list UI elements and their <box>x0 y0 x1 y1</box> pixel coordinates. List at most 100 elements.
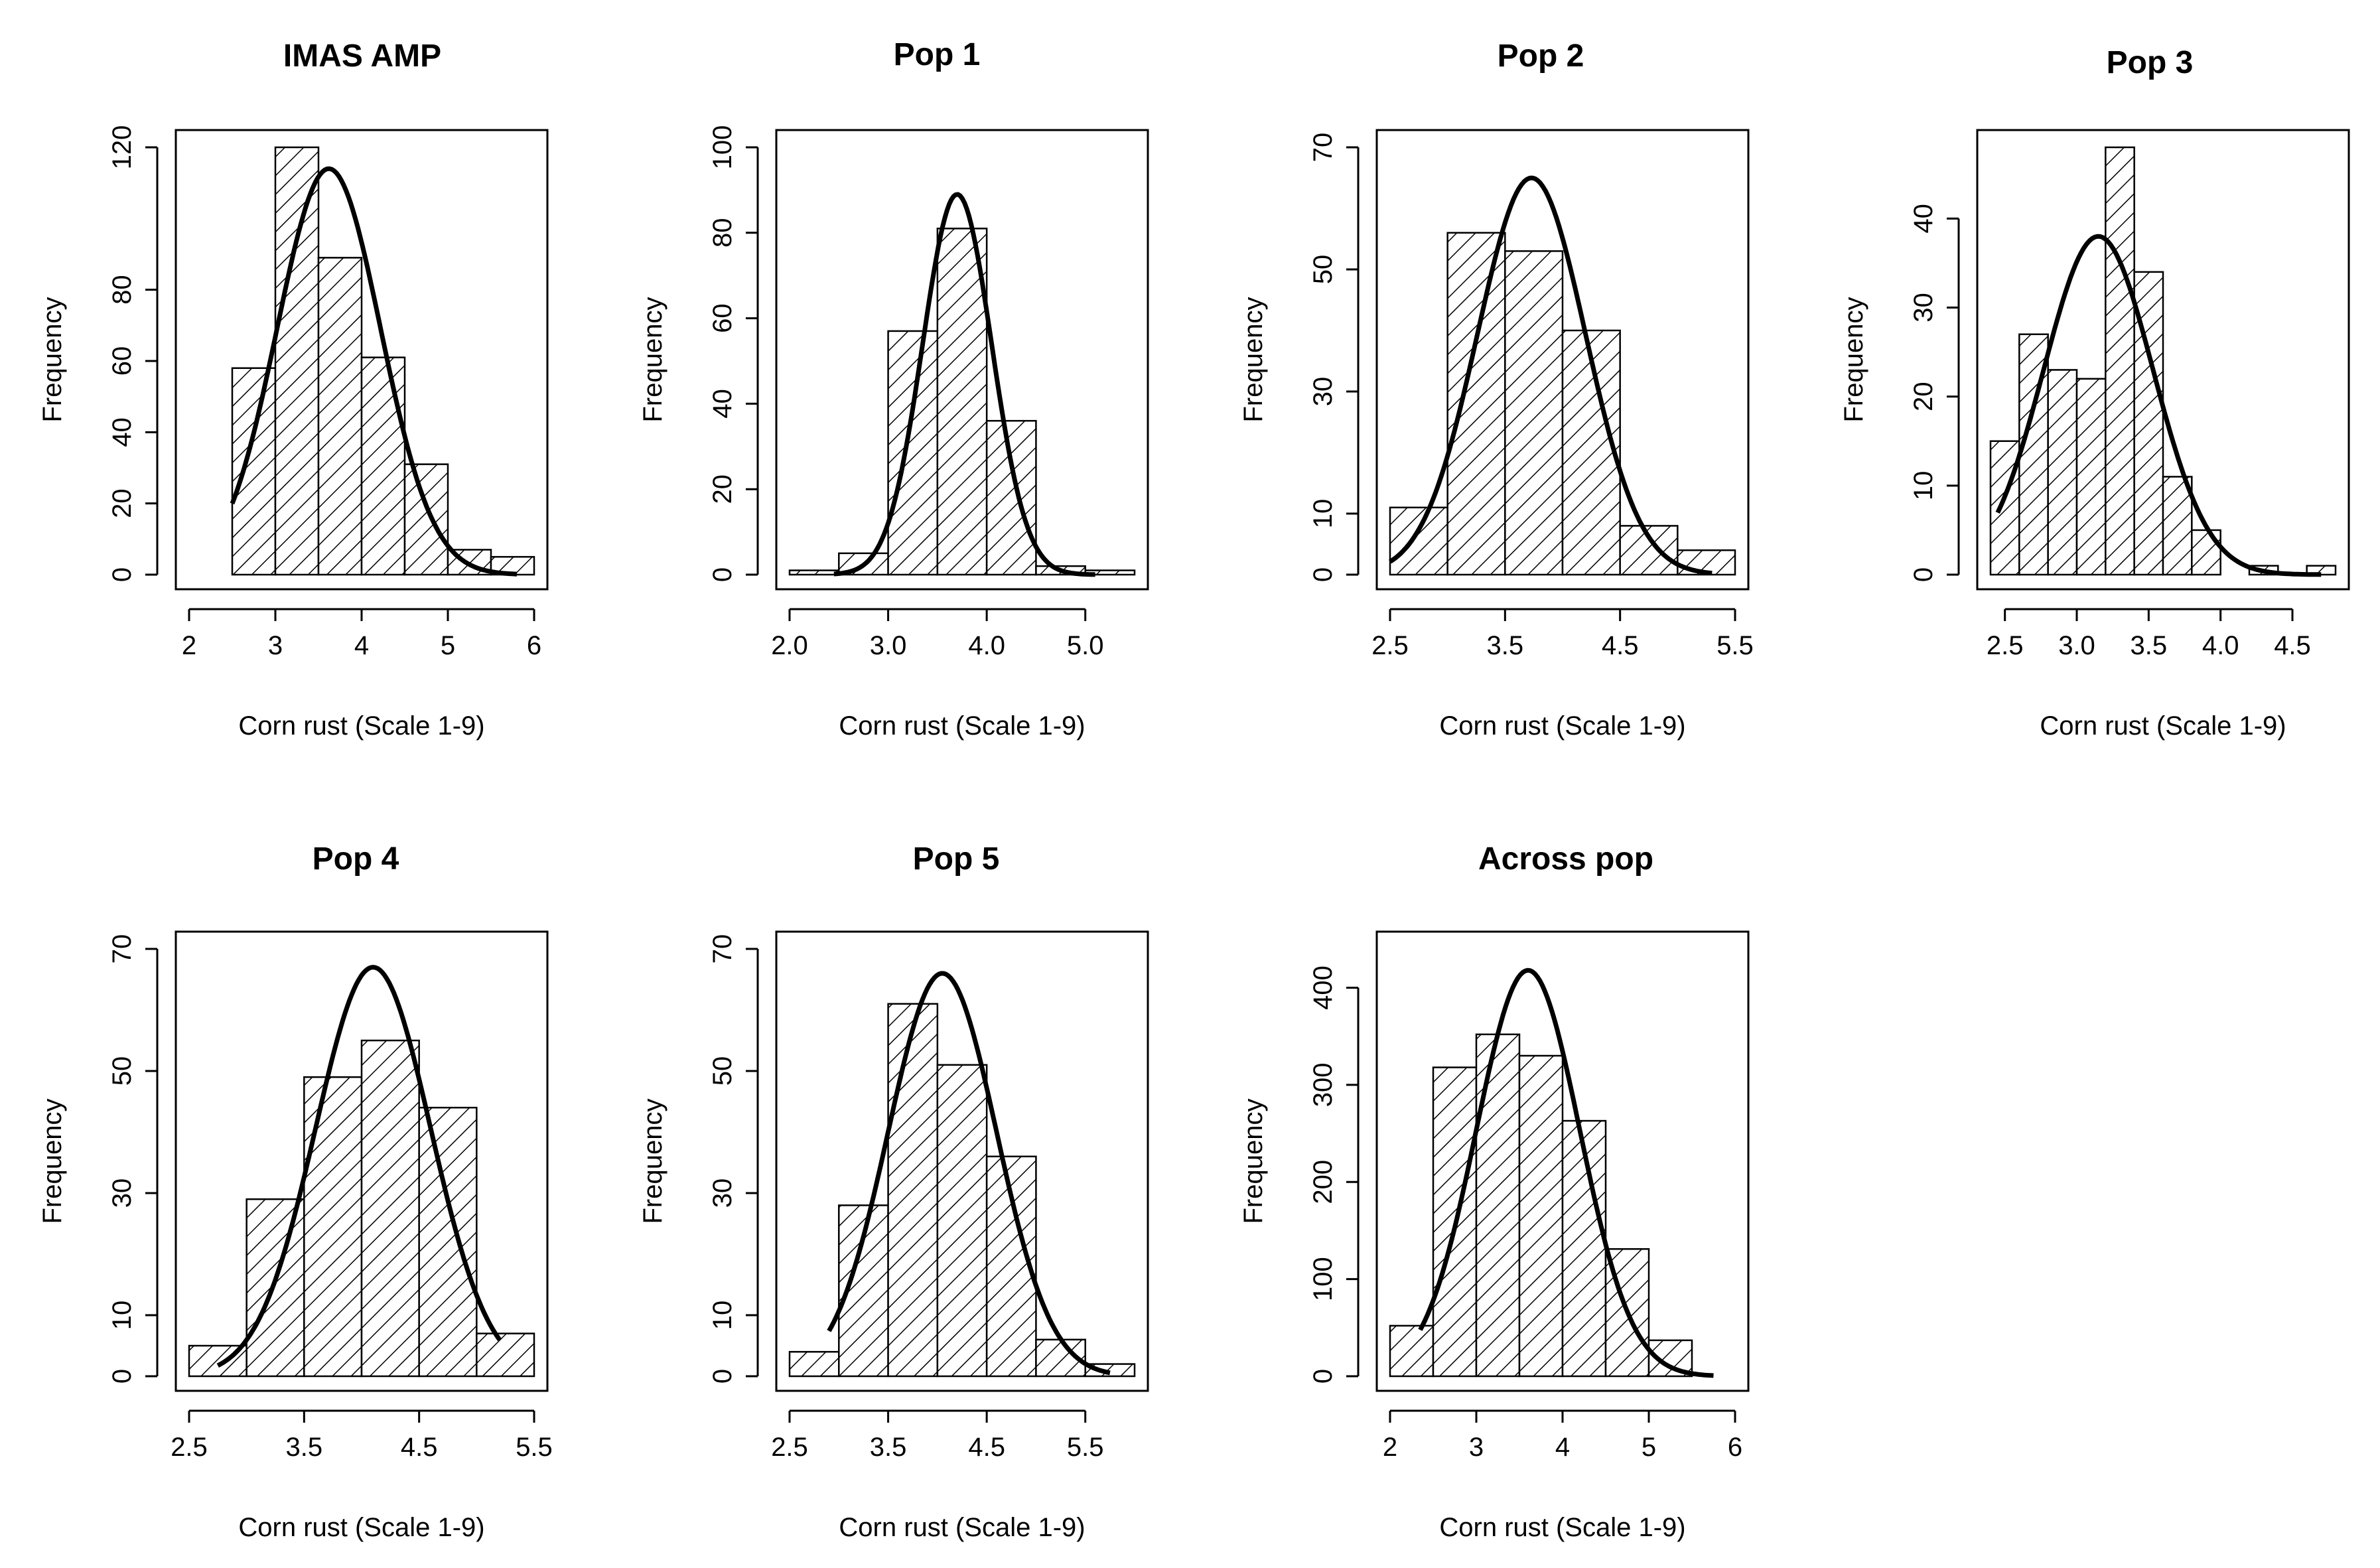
x-axis-label: Corn rust (Scale 1-9) <box>839 1513 1085 1542</box>
x-axis-label: Corn rust (Scale 1-9) <box>238 711 484 741</box>
x-axis-label: Corn rust (Scale 1-9) <box>2040 711 2286 741</box>
bar-group <box>1389 232 1736 576</box>
chart-title: Pop 4 <box>313 841 399 877</box>
y-tick-label: 20 <box>107 488 137 518</box>
y-tick-label: 0 <box>1308 1369 1338 1384</box>
normal-curve <box>1389 175 1713 576</box>
y-tick-label: 0 <box>708 567 737 582</box>
chart-title: Across pop <box>1478 841 1653 877</box>
x-tick-label: 4.0 <box>2202 631 2239 660</box>
normal-curve <box>216 965 502 1368</box>
x-tick-label: 4.5 <box>2274 631 2311 660</box>
y-tick-label: 200 <box>1308 1160 1338 1204</box>
plot-frame <box>175 129 549 591</box>
y-tick-label: 100 <box>1308 1257 1338 1301</box>
plot-frame <box>1375 129 1750 591</box>
y-tick-label: 0 <box>1909 567 1938 582</box>
x-axis: 2.5 3.0 3.5 4.0 4.5 <box>1987 608 2311 660</box>
x-axis-label: Corn rust (Scale 1-9) <box>839 711 1085 741</box>
y-tick-label: 10 <box>107 1301 137 1330</box>
x-tick-label: 3.5 <box>2131 631 2168 660</box>
y-axis-label: Frequency <box>38 1099 67 1224</box>
y-tick-label: 40 <box>1909 204 1938 234</box>
histogram-bar <box>2191 529 2221 576</box>
y-tick-label: 30 <box>1909 293 1938 322</box>
x-tick-label: 4.5 <box>401 1433 438 1462</box>
x-tick-label: 3.5 <box>870 1433 907 1462</box>
y-tick-label: 50 <box>708 1056 737 1086</box>
panel-imas-amp: IMAS AMP 2 3 4 5 6 0 20 40 60 80 120 Corn rust (S… <box>38 38 549 741</box>
y-axis: 0 10 30 50 70 <box>708 934 759 1384</box>
y-axis: 0 100 200 300 400 <box>1308 965 1360 1384</box>
y-tick-label: 30 <box>107 1178 137 1208</box>
plot-frame <box>1375 930 1750 1392</box>
bar-group <box>1989 146 2337 576</box>
x-axis-label: Corn rust (Scale 1-9) <box>238 1513 484 1542</box>
x-tick-label: 5 <box>441 631 455 660</box>
x-axis: 2 3 4 5 6 <box>182 608 541 660</box>
histogram-bar <box>418 1106 478 1378</box>
histogram-bar <box>2047 369 2078 576</box>
y-axis: 0 20 40 60 80 100 <box>708 125 759 582</box>
y-tick-label: 300 <box>1308 1063 1338 1107</box>
normal-curve <box>827 971 1111 1376</box>
y-tick-label: 20 <box>708 474 737 504</box>
normal-curve <box>1418 967 1714 1378</box>
y-tick-label: 80 <box>107 275 137 305</box>
y-axis-label: Frequency <box>38 297 67 423</box>
histogram-bar <box>303 1076 363 1378</box>
bar-group <box>231 146 535 576</box>
histogram-bar <box>1446 232 1506 576</box>
y-axis: 0 10 30 50 70 <box>107 934 159 1384</box>
plot-frame <box>175 930 549 1392</box>
y-tick-label: 30 <box>708 1178 737 1208</box>
histogram-bar <box>1084 1363 1136 1378</box>
x-axis: 2 3 4 5 6 <box>1383 1409 1742 1462</box>
histogram-bar <box>1389 506 1448 576</box>
panel-pop-1: Pop 1 2.0 3.0 4.0 5.0 0 20 40 60 80 100 Corn rus… <box>638 37 1149 741</box>
x-axis: 2.5 3.5 4.5 5.5 <box>1371 608 1754 660</box>
histogram-bar <box>788 569 840 576</box>
y-tick-label: 50 <box>1308 255 1338 285</box>
y-tick-label: 70 <box>708 934 737 964</box>
panel-across-pop: Across pop 2 3 4 5 6 0 100 200 300 400 Corn rust… <box>1239 841 1750 1542</box>
x-tick-label: 5.0 <box>1067 631 1104 660</box>
y-tick-label: 10 <box>1909 471 1938 501</box>
x-tick-label: 3.5 <box>286 1433 323 1462</box>
panel-pop-3: Pop 3 2.5 3.0 3.5 4.0 4.5 0 10 20 30 40 Corn rus… <box>1839 45 2350 741</box>
y-tick-label: 40 <box>107 417 137 447</box>
histogram-bar <box>1389 1324 1435 1378</box>
y-axis-label: Frequency <box>638 297 667 423</box>
y-tick-label: 0 <box>107 567 137 582</box>
x-axis: 2.0 3.0 4.0 5.0 <box>771 608 1104 660</box>
y-axis-label: Frequency <box>638 1099 667 1224</box>
x-tick-label: 4.5 <box>1602 631 1639 660</box>
histogram-bar <box>1475 1033 1521 1378</box>
chart-title: IMAS AMP <box>283 38 441 74</box>
histogram-bar <box>2162 476 2193 576</box>
histogram-bar <box>1561 329 1621 576</box>
x-tick-label: 4 <box>354 631 369 660</box>
x-axis: 2.5 3.5 4.5 5.5 <box>771 1409 1104 1462</box>
y-tick-label: 120 <box>107 125 137 170</box>
y-tick-label: 60 <box>708 303 737 333</box>
y-tick-label: 40 <box>708 389 737 419</box>
plot-frame <box>1976 129 2350 591</box>
histogram-bar <box>1518 1054 1564 1378</box>
y-tick-label: 30 <box>1308 377 1338 407</box>
plot-frame <box>775 930 1149 1392</box>
x-tick-label: 2.5 <box>1371 631 1409 660</box>
x-tick-label: 4.5 <box>968 1433 1005 1462</box>
x-tick-label: 2 <box>182 631 196 660</box>
x-axis-label: Corn rust (Scale 1-9) <box>1439 711 1685 741</box>
histogram-bar <box>936 228 988 576</box>
x-tick-label: 2.5 <box>171 1433 208 1462</box>
histogram-bar <box>985 419 1037 576</box>
x-axis-label: Corn rust (Scale 1-9) <box>1439 1513 1685 1542</box>
histogram-bar <box>887 330 939 576</box>
histogram-bar <box>476 1332 535 1378</box>
x-tick-label: 3.0 <box>870 631 907 660</box>
x-tick-label: 5.5 <box>1067 1433 1104 1462</box>
bar-group <box>1389 1033 1693 1378</box>
